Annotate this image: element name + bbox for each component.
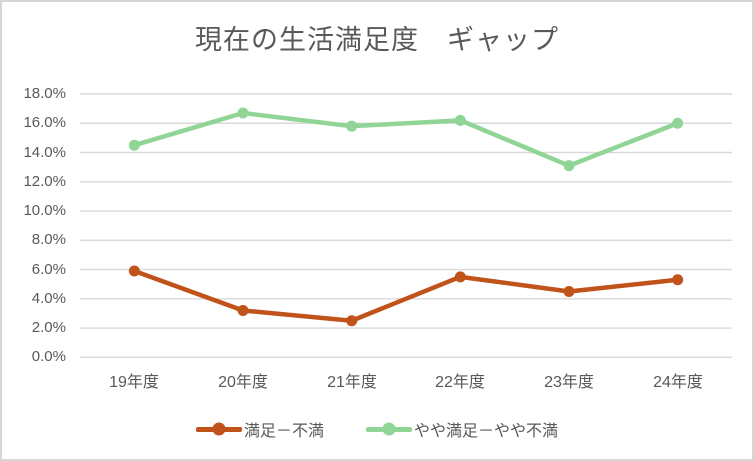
y-tick-label: 10.0% xyxy=(23,202,66,219)
y-tick-label: 0.0% xyxy=(31,348,66,365)
y-tick-label: 12.0% xyxy=(23,173,66,190)
chart-legend: 満足－不満 やや満足－やや不満 xyxy=(2,417,752,441)
legend-line-marker-icon xyxy=(366,426,412,432)
legend-label: 満足－不満 xyxy=(243,423,324,440)
y-tick-label: 14.0% xyxy=(23,144,66,161)
y-tick-label: 18.0% xyxy=(23,85,66,102)
x-tick-label: 19年度 xyxy=(109,374,159,391)
x-tick-label: 23年度 xyxy=(544,374,594,391)
legend-item-somewhat-satisfaction-gap: やや満足－やや不満 xyxy=(366,417,558,441)
chart-title: 現在の生活満足度 ギャップ xyxy=(195,25,559,55)
x-tick-label: 24年度 xyxy=(653,374,703,391)
x-tick-label: 21年度 xyxy=(327,374,377,391)
legend-label: やや満足－やや不満 xyxy=(414,423,559,440)
y-tick-label: 4.0% xyxy=(31,290,66,307)
x-tick-label: 22年度 xyxy=(435,374,485,391)
x-tick-label: 20年度 xyxy=(218,374,268,391)
y-tick-label: 8.0% xyxy=(31,231,66,248)
y-tick-label: 2.0% xyxy=(31,319,66,336)
legend-line-marker-icon xyxy=(195,426,242,432)
y-tick-label: 6.0% xyxy=(31,261,66,278)
y-tick-label: 16.0% xyxy=(23,114,66,131)
legend-item-satisfaction-gap: 満足－不満 xyxy=(195,417,324,441)
